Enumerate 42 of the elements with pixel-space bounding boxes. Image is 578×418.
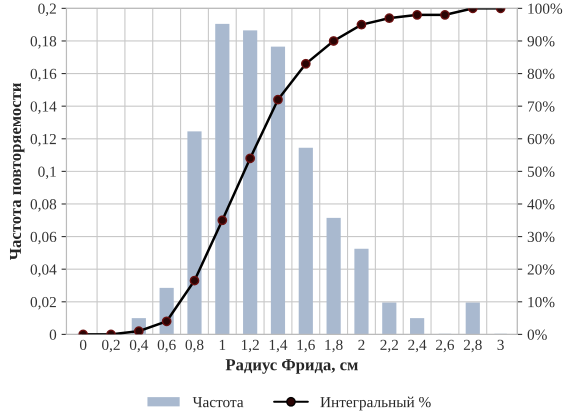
x-tick-label: 1 <box>220 340 226 350</box>
y-tick-label: 0,2 <box>38 4 56 16</box>
y2-tick-label: 50% <box>528 166 555 177</box>
y2-tick-label: 10% <box>528 296 555 308</box>
y-tick-label: 0,12 <box>30 134 56 146</box>
y-axis-title: Частота повторяемости <box>10 83 24 260</box>
x-tick-label: 1,2 <box>242 340 259 352</box>
y-tick-label: 0,08 <box>30 199 56 212</box>
x-tick-label: 2,8 <box>464 340 482 352</box>
legend-label: Частота <box>192 397 244 408</box>
y2-tick-label: 30% <box>528 232 555 242</box>
y2-tick-label: 100% <box>528 4 562 14</box>
y2-tick-label: 40% <box>527 199 555 210</box>
y-tick-label: 0,1 <box>38 166 56 180</box>
y-tick-label: 0 <box>50 330 56 340</box>
x-axis-title: Радиус Фрида, см <box>226 359 358 374</box>
x-tick-label: 2,2 <box>380 340 398 352</box>
y-tick-label: 0,04 <box>30 264 57 277</box>
y-tick-label: 0,14 <box>30 101 57 114</box>
x-tick-label: 2 <box>358 340 364 350</box>
y-tick-label: 0,16 <box>30 68 56 82</box>
x-tick-label: 3 <box>498 340 504 350</box>
x-tick-label: 0,8 <box>186 340 204 352</box>
y-tick-label: 0,02 <box>30 296 56 310</box>
y-tick-label: 0,06 <box>30 232 56 244</box>
y-tick-label: 0,18 <box>30 36 56 49</box>
y2-tick-label: 70% <box>528 101 555 112</box>
x-tick-label: 2,6 <box>436 340 454 352</box>
y2-tick-label: 80% <box>528 68 555 80</box>
x-tick-label: 1,8 <box>325 340 343 352</box>
x-tick-label: 1,6 <box>298 340 315 352</box>
y2-tick-label: 90% <box>528 36 555 46</box>
x-tick-label: 0,2 <box>102 340 120 352</box>
legend-label: Интегральный % <box>320 396 431 410</box>
y2-tick-label: 20% <box>528 264 555 275</box>
y2-tick-label: 0% <box>528 330 547 340</box>
x-tick-label: 0,6 <box>158 340 176 352</box>
x-tick-label: 0 <box>80 340 86 350</box>
x-tick-label: 2,4 <box>408 340 426 352</box>
x-tick-label: 0,4 <box>130 340 148 352</box>
x-tick-label: 1,4 <box>270 340 288 352</box>
y2-tick-label: 60% <box>528 134 555 144</box>
